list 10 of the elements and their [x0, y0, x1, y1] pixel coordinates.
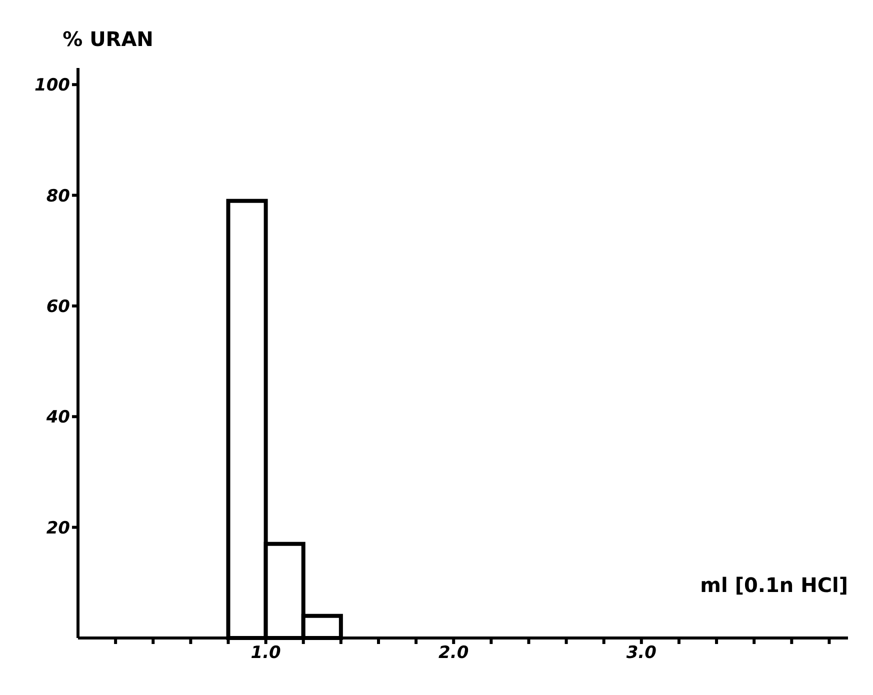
x-tick-label: 2.0 [438, 643, 469, 664]
x-tick-label: 1.0 [250, 643, 282, 664]
x-tick-label: 3.0 [626, 643, 657, 664]
y-tick-label: 80 [46, 186, 70, 206]
y-tick-label: 20 [46, 518, 70, 538]
y-tick-label: 100 [34, 76, 70, 96]
x-axis-title: ml [0.1n HCl] [700, 573, 848, 598]
y-axis-title: % URAN [62, 27, 154, 51]
y-tick-label: 60 [46, 296, 70, 317]
y-tick-label: 40 [45, 408, 70, 428]
